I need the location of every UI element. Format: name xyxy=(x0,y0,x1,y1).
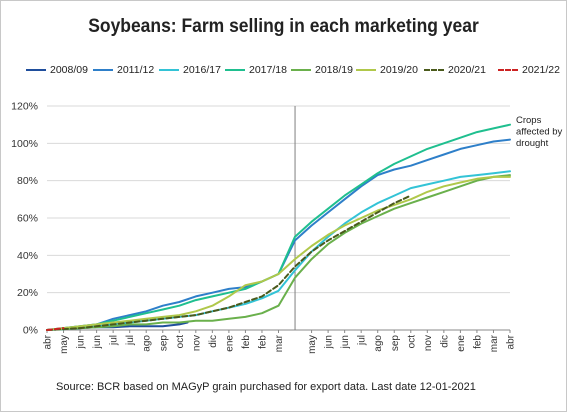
y-tick-label: 0% xyxy=(23,325,38,337)
source-footnote: Source: BCR based on MAGyP grain purchas… xyxy=(56,381,476,393)
legend-swatch xyxy=(159,69,179,71)
x-tick-label: ago xyxy=(142,335,153,352)
legend-label: 2016/17 xyxy=(183,64,221,76)
y-tick-label: 120% xyxy=(11,101,38,113)
x-axis: abr may jun jun jul jul ago sep oct nov dic ene feb f… xyxy=(43,330,517,354)
x-tick-label: may xyxy=(59,335,70,354)
x-tick-label: jul xyxy=(357,335,368,346)
y-tick-label: 60% xyxy=(17,213,38,225)
x-tick-label: feb xyxy=(257,335,268,349)
x-tick-label: dic xyxy=(439,335,450,348)
x-tick-label: jun xyxy=(76,335,87,349)
series-line-2018-19 xyxy=(46,174,511,331)
x-tick-label: jul xyxy=(125,335,136,346)
legend-swatch xyxy=(291,69,311,71)
legend-label: 2020/21 xyxy=(448,64,486,76)
chart-legend: 2008/09 2011/12 2016/17 2017/18 2018/19 2019/… xyxy=(26,62,566,78)
legend-label: 2021/22 xyxy=(522,64,560,76)
y-tick-label: 80% xyxy=(17,175,38,187)
x-tick-label: abr xyxy=(506,334,517,349)
legend-label: 2017/18 xyxy=(249,64,287,76)
annotation-line: affected by xyxy=(516,127,563,138)
annotation-line: Crops xyxy=(516,115,542,126)
x-tick-label: sep xyxy=(390,335,401,352)
series-line-2020-21 xyxy=(46,194,412,331)
y-tick-label: 100% xyxy=(11,138,38,150)
legend-swatch xyxy=(356,69,376,71)
legend-label: 2018/19 xyxy=(315,64,353,76)
legend-label: 2008/09 xyxy=(50,64,88,76)
legend-item-2008-09: 2008/09 xyxy=(26,62,88,78)
series-line-2011-12 xyxy=(46,138,511,331)
x-tick-label: may xyxy=(307,335,318,354)
x-tick-label: sep xyxy=(158,335,169,352)
x-tick-label: jun xyxy=(92,335,103,349)
x-tick-label: jun xyxy=(324,335,335,349)
x-tick-label: mar xyxy=(274,334,285,352)
legend-swatch xyxy=(26,69,46,71)
series-line-2019-20 xyxy=(46,175,511,331)
x-tick-label: nov xyxy=(423,335,434,351)
legend-item-2016-17: 2016/17 xyxy=(159,62,221,78)
legend-item-2011-12: 2011/12 xyxy=(93,62,154,78)
legend-swatch xyxy=(424,69,444,71)
legend-label: 2011/12 xyxy=(117,64,155,76)
x-tick-label: ene xyxy=(456,335,467,352)
y-tick-label: 40% xyxy=(17,250,38,262)
x-tick-label: nov xyxy=(191,335,202,351)
series-line-2021-22 xyxy=(46,327,65,331)
legend-item-2020-21: 2020/21 xyxy=(424,62,486,78)
legend-swatch xyxy=(225,69,245,71)
y-tick-label: 20% xyxy=(17,287,38,299)
legend-item-2017-18: 2017/18 xyxy=(225,62,287,78)
x-tick-label: mar xyxy=(489,334,500,352)
x-tick-label: feb xyxy=(241,335,252,349)
x-tick-label: jul xyxy=(109,335,120,346)
x-tick-label: jun xyxy=(340,335,351,349)
x-tick-label: abr xyxy=(43,334,54,349)
legend-swatch xyxy=(498,69,518,71)
legend-swatch xyxy=(93,69,113,71)
x-tick-label: oct xyxy=(406,335,417,349)
x-tick-label: ago xyxy=(373,335,384,352)
y-axis: 0% 20% 40% 60% 80% 100% 120% xyxy=(11,101,38,337)
annotation-line: drought xyxy=(516,138,549,149)
x-tick-label: ene xyxy=(224,335,235,352)
legend-item-2019-20: 2019/20 xyxy=(356,62,418,78)
x-tick-label: oct xyxy=(175,335,186,349)
chart-title: Soybeans: Farm selling in each marketing… xyxy=(88,16,479,37)
x-tick-label: dic xyxy=(208,335,219,348)
legend-item-2018-19: 2018/19 xyxy=(291,62,353,78)
legend-item-2021-22: 2021/22 xyxy=(498,62,560,78)
legend-label: 2019/20 xyxy=(380,64,418,76)
x-tick-label: feb xyxy=(472,335,483,349)
gridlines xyxy=(47,105,510,331)
series-lines xyxy=(46,123,511,331)
